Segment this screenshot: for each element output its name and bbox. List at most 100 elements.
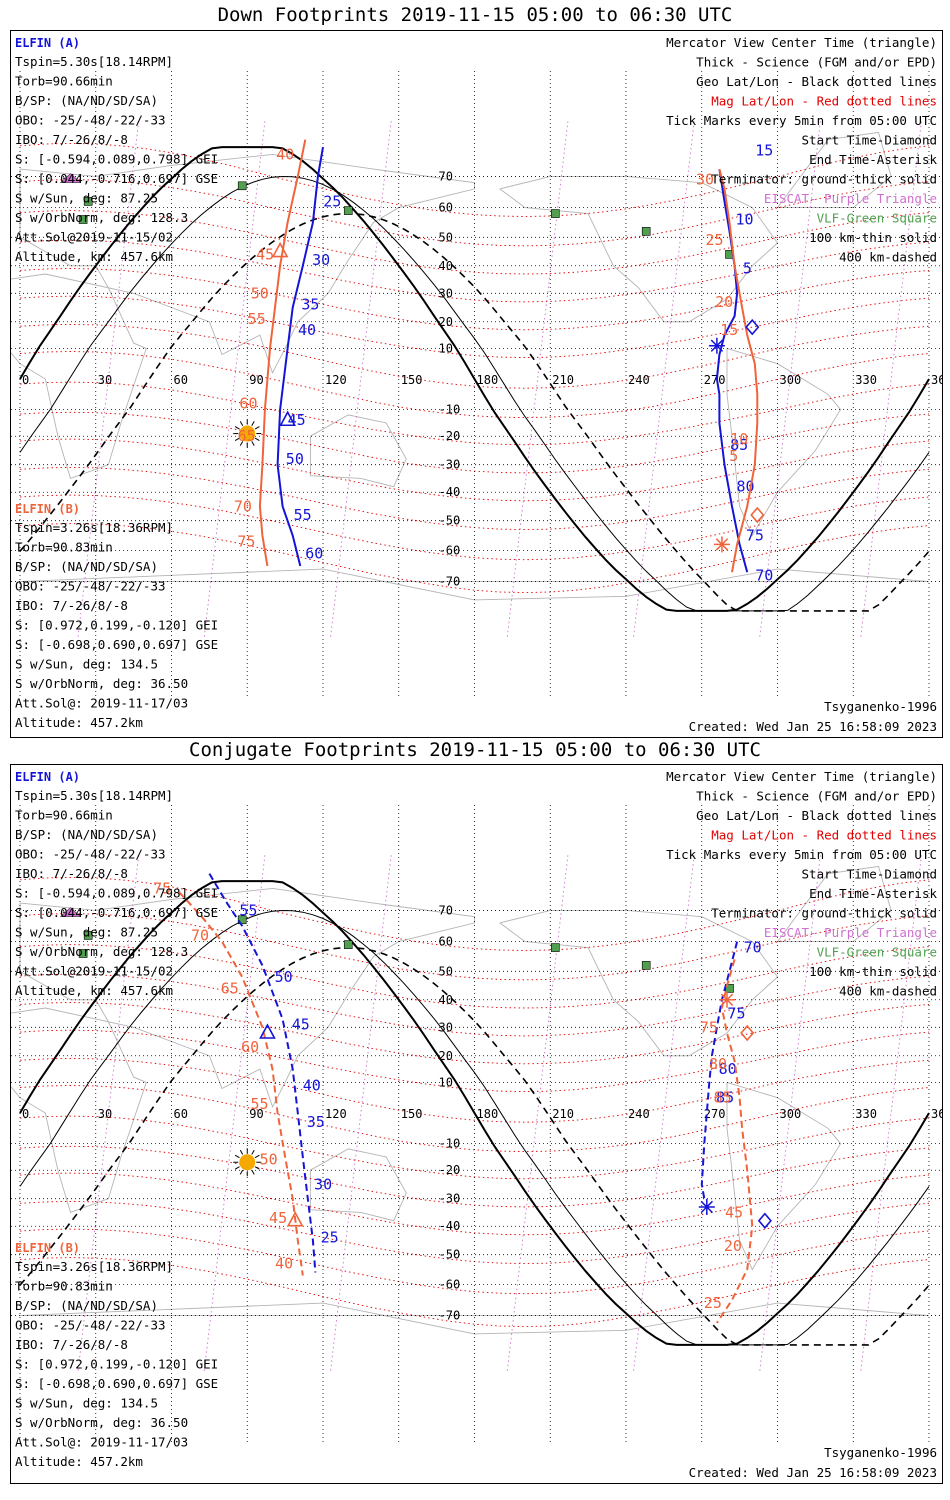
mag-lat-line	[19, 210, 930, 275]
lat-label: 20	[439, 315, 453, 329]
elfin-a-info-line: S w/OrbNorm, deg: 128.3	[15, 210, 188, 225]
legend-line: Mag Lat/Lon - Red dotted lines	[711, 828, 937, 843]
model-label: Tsyganenko-1996	[824, 699, 937, 714]
mag-lon-line	[633, 121, 695, 637]
vlf-station-square-icon	[83, 197, 93, 206]
elfin-b-tick-label: 40	[276, 145, 294, 163]
legend-line: Mag Lat/Lon - Red dotted lines	[711, 94, 937, 109]
elfin-a-info-line: S: [0.044,-0.716,0.697] GSE	[15, 905, 218, 920]
vlf-station-square-icon	[550, 943, 560, 952]
land-outline-5	[777, 865, 892, 943]
legend-line: Mercator View Center Time (triangle)	[666, 769, 937, 784]
lat-label: 60	[439, 935, 453, 949]
legend-line: End Time-Asterisk	[809, 886, 937, 901]
vlf-station-square-icon	[641, 961, 651, 970]
elfin-b-info-line: Tspin=3.26s[18.36RPM]	[15, 520, 173, 535]
elfin-a-tick-label: 75	[746, 527, 764, 545]
legend-line: 100 km-thin solid	[809, 964, 937, 979]
sun-icon	[233, 1148, 262, 1177]
lon-label: 180	[477, 1107, 499, 1121]
lat-label: -60	[439, 1277, 461, 1291]
mag-lon-line	[759, 855, 821, 1371]
elfin-a-tick-label: 10	[736, 211, 754, 229]
elfin-b-tick-label: 55	[251, 1095, 269, 1113]
lon-label: 300	[780, 373, 802, 387]
legend-line: Terminator: ground-thick solid	[711, 172, 937, 187]
elfin-a-tick-label: 40	[298, 321, 316, 339]
elfin-a-tick-label: 80	[719, 1060, 737, 1078]
elfin-b-end-asterisk-icon	[719, 991, 735, 1008]
elfin-a-tick-label: 70	[755, 566, 773, 584]
elfin-a-info-line: Att.Sol@2019-11-15/02	[15, 964, 173, 979]
lat-label: -60	[439, 543, 461, 557]
elfin-b-tick-label: 40	[275, 1255, 293, 1273]
elfin-a-tick-label: 35	[301, 296, 319, 314]
elfin-b-info-line: S: [0.972,0.199,-0.120] GEI	[15, 1357, 218, 1372]
vlf-station-square-icon	[343, 206, 353, 215]
elfin-a-track-west	[208, 873, 317, 1273]
land-outline-1	[6, 273, 147, 479]
mag-lon-line	[77, 855, 140, 1371]
elfin-a-tick-label: 85	[730, 436, 748, 454]
elfin-a-tick-label: 60	[305, 544, 323, 562]
mag-lat-line	[19, 1115, 930, 1180]
mag-lon-line	[860, 855, 922, 1371]
lat-label: -40	[439, 1219, 461, 1233]
terminator-400km	[19, 946, 930, 1346]
mag-lon-line	[330, 121, 392, 637]
elfin-a-info-line: S: [0.044,-0.716,0.697] GSE	[15, 171, 218, 186]
mag-lat-line	[19, 944, 930, 1009]
elfin-b-tick-label: 50	[251, 284, 269, 302]
lon-label: 90	[249, 1107, 263, 1121]
mag-lat-line	[19, 1228, 930, 1295]
lon-label: 210	[552, 373, 574, 387]
lon-label: 0	[22, 373, 29, 387]
elfin-a-center-triangle-icon	[259, 1023, 276, 1039]
lon-label: 60	[174, 373, 188, 387]
lon-label: 120	[325, 373, 347, 387]
elfin-a-tick-label: 5	[743, 260, 752, 278]
vlf-station-square-icon	[237, 915, 247, 925]
vlf-station-square-icon	[343, 940, 353, 949]
elfin-a-tick-label: 25	[321, 1229, 339, 1247]
elfin-b-info-line: Att.Sol@: 2019-11-17/03	[15, 696, 188, 711]
lon-label: 30	[98, 1107, 112, 1121]
elfin-a-end-asterisk-icon	[708, 337, 725, 354]
lon-label: 180	[477, 373, 499, 387]
elfin-a-end-asterisk-icon	[698, 1198, 715, 1215]
elfin-b-start-diamond-icon	[750, 506, 765, 524]
land-outline-3	[499, 175, 779, 323]
elfin-a-info-line: OBO: -25/-48/-22/-33	[15, 847, 166, 862]
legend-line: Tick Marks every 5min from 05:00 UTC	[666, 113, 937, 128]
lat-label: -40	[439, 485, 461, 499]
elfin-b-info-line: OBO: -25/-48/-22/-33	[15, 1318, 166, 1333]
elfin-b-tick-label: 20	[715, 293, 733, 311]
elfin-b-tick-label: 60	[241, 1038, 259, 1056]
land-outline-5	[777, 131, 892, 209]
terminator-400km	[19, 212, 930, 612]
lat-label: -30	[439, 1192, 461, 1206]
elfin-a-info-line: Att.Sol@2019-11-15/02	[15, 230, 173, 245]
elfin-b-info-line: Altitude: 457.2km	[15, 715, 143, 730]
lat-label: 30	[439, 286, 453, 300]
elfin-b-tick-label: 75	[153, 879, 171, 897]
elfin-b-track-west	[258, 139, 307, 567]
lon-label: 300	[780, 1107, 802, 1121]
elfin-b-tick-label: 50	[260, 1151, 278, 1169]
elfin-a-info-line: S w/Sun, deg: 87.25	[15, 191, 158, 206]
mag-lon-line	[203, 121, 266, 637]
elfin-b-info-line: S: [-0.698,0.690,0.697] GSE	[15, 637, 218, 652]
lat-label: 20	[439, 1049, 453, 1063]
lat-label: 30	[439, 1020, 453, 1034]
elfin-b-info-line: S w/Sun, deg: 134.5	[15, 1396, 158, 1411]
elfin-b-track-east	[718, 168, 759, 573]
land-outline-2	[309, 1148, 407, 1222]
elfin-b-end-asterisk-icon	[713, 536, 730, 553]
elfin-b-info-line: Altitude: 457.2km	[15, 1454, 143, 1469]
elfin-a-info-line: OBO: -25/-48/-22/-33	[15, 113, 166, 128]
mag-lon-line	[633, 855, 695, 1371]
mag-lat-line	[19, 1029, 930, 1093]
elfin-a-info-line: B/SP: (NA/ND/SD/SA)	[15, 93, 158, 108]
elfin-a-info-line: Altitude, km: 457.6km	[15, 249, 173, 264]
mag-lon-line	[203, 855, 266, 1371]
